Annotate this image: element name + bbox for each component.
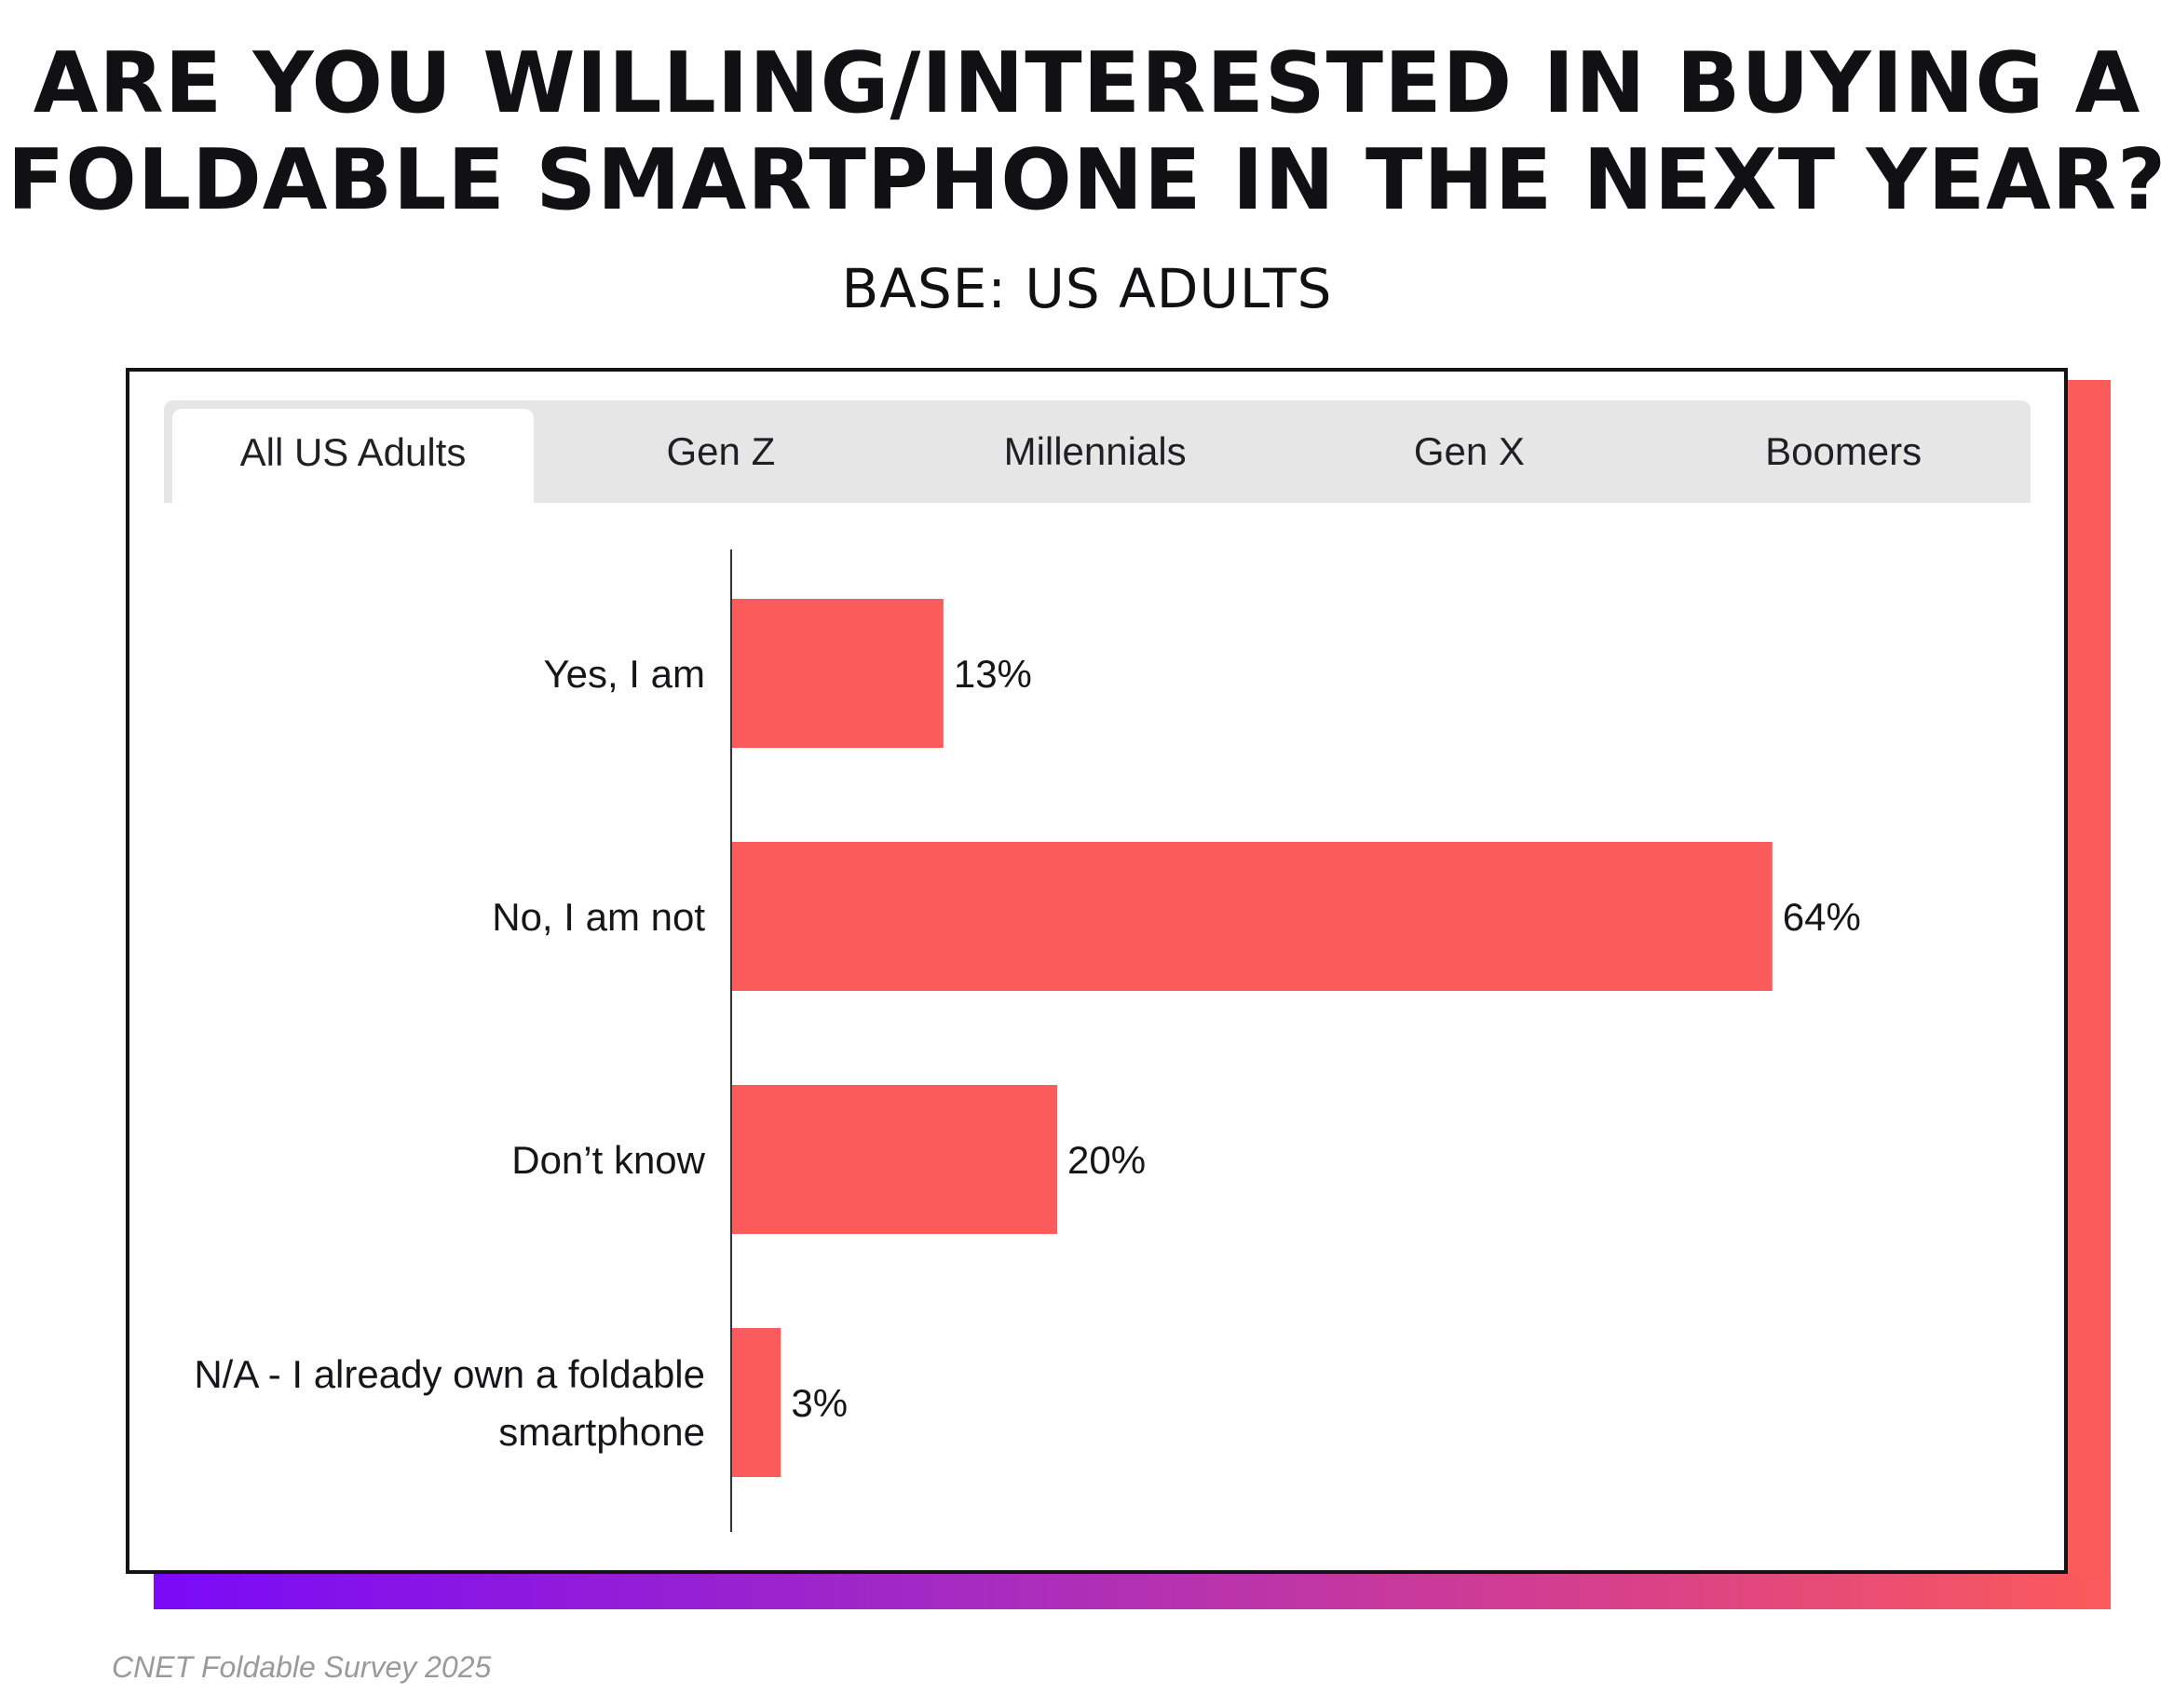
category-label: smartphone	[498, 1410, 705, 1454]
card-shadow-gradient	[154, 1574, 2111, 1609]
tab-gen-x[interactable]: Gen X	[1283, 400, 1657, 503]
tab-label: Millennials	[1003, 429, 1187, 473]
tab-label: Boomers	[1765, 429, 1923, 473]
tab-all-us-adults[interactable]: All US Adults	[172, 409, 534, 503]
tab-boomers[interactable]: Boomers	[1656, 400, 2031, 503]
tab-millennials[interactable]: Millennials	[908, 400, 1283, 503]
category-label: Don’t know	[511, 1138, 705, 1182]
value-label: 3%	[791, 1381, 848, 1425]
chart-title: ARE YOU WILLING/INTERESTED IN BUYING A F…	[0, 35, 2174, 229]
category-label: Yes, I am	[543, 652, 705, 696]
bar	[732, 599, 944, 748]
value-label: 64%	[1783, 895, 1861, 939]
tab-label: All US Adults	[239, 429, 467, 474]
bar	[732, 1085, 1057, 1234]
value-label: 13%	[954, 652, 1032, 696]
chart-subtitle: BASE: US ADULTS	[841, 257, 1333, 320]
tab-label: Gen Z	[666, 429, 776, 473]
bar	[732, 1328, 781, 1477]
chart-title-line-2: FOLDABLE SMARTPHONE IN THE NEXT YEAR?	[7, 131, 2167, 229]
chart-title-line-1: ARE YOU WILLING/INTERESTED IN BUYING A	[33, 34, 2141, 132]
value-label: 20%	[1067, 1138, 1146, 1182]
source-note: CNET Foldable Survey 2025	[112, 1650, 492, 1684]
tab-label: Gen X	[1413, 429, 1525, 473]
card-shadow-right	[2068, 380, 2111, 1609]
tab-gen-z[interactable]: Gen Z	[534, 400, 908, 503]
segment-tabs: All US Adults Gen Z Millennials Gen X Bo…	[164, 400, 2031, 503]
category-label: No, I am not	[492, 895, 705, 939]
bar	[732, 842, 1773, 991]
category-label: N/A - I already own a foldable	[194, 1352, 705, 1396]
